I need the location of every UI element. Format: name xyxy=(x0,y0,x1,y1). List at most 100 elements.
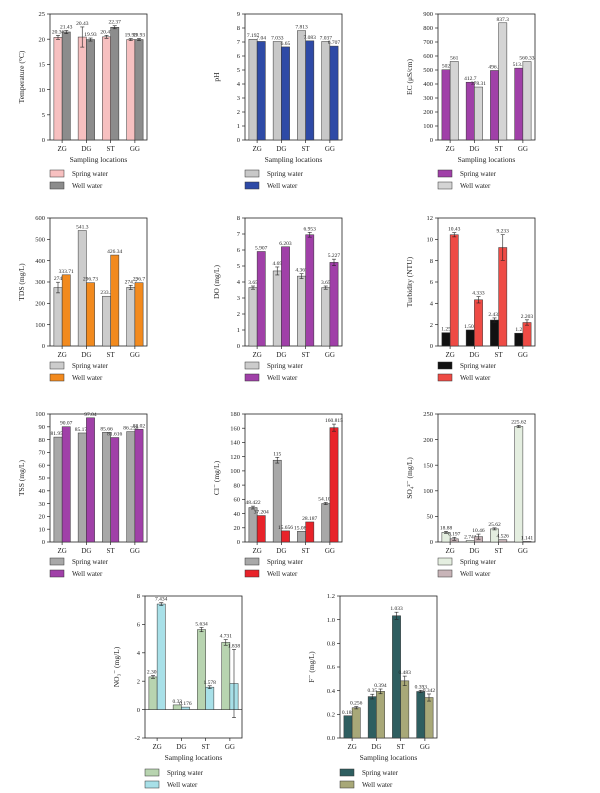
y-tick-label: 6 xyxy=(237,247,241,254)
x-tick-label: GG xyxy=(518,547,528,555)
x-tick-label: DG xyxy=(81,351,91,359)
y-tick-label: 700 xyxy=(423,39,433,46)
y-axis-label: DO (mg/L) xyxy=(212,265,221,299)
x-tick-label: GG xyxy=(325,351,335,359)
data-label: 2.301 xyxy=(147,670,160,676)
bar xyxy=(126,287,136,347)
y-tick-label: 25 xyxy=(39,11,46,18)
bar xyxy=(256,41,266,141)
data-label: 513.3 xyxy=(513,62,526,68)
bar xyxy=(77,36,87,141)
legend-label: Well water xyxy=(267,182,298,190)
legend-label: Well water xyxy=(72,182,103,190)
y-tick-label: 1 xyxy=(237,327,240,334)
data-label: 10.43 xyxy=(448,227,461,233)
y-tick-label: 0 xyxy=(137,707,140,714)
bar xyxy=(329,262,339,347)
data-label: 19.93 xyxy=(133,33,146,39)
x-tick-label: GG xyxy=(518,351,528,359)
legend-swatch xyxy=(244,557,260,566)
y-axis-label: pH xyxy=(212,72,221,82)
chart-cl: 0 20 40 60 80 100 120 140 160 180 Cl⁻ (mg/L) ZG 48.4… xyxy=(212,411,343,578)
data-label: 81.956 xyxy=(50,431,65,437)
y-axis-label: Cl⁻ (mg/L) xyxy=(212,460,221,495)
bar xyxy=(351,707,361,739)
bar xyxy=(522,541,532,543)
y-tick-label: 50 xyxy=(39,475,46,482)
bar xyxy=(474,86,483,141)
x-tick-label: ST xyxy=(107,145,116,153)
x-tick-label: ZG xyxy=(57,145,66,153)
bar xyxy=(197,629,206,710)
x-tick-label: ST xyxy=(495,547,504,555)
data-label: 333.71 xyxy=(59,269,74,275)
x-tick-label: ST xyxy=(302,351,311,359)
bar xyxy=(110,437,120,543)
data-label: 0.394 xyxy=(374,683,387,689)
y-axis-label: SO₄²⁻ (mg/L) xyxy=(405,457,414,499)
data-label: 5.634 xyxy=(195,621,208,627)
y-tick-label: 1.2 xyxy=(327,593,335,600)
bar xyxy=(102,432,111,543)
y-tick-label: -2 xyxy=(135,735,140,742)
y-tick-label: 20 xyxy=(39,514,46,521)
data-label: 20.47 xyxy=(100,29,113,35)
bar xyxy=(514,332,524,347)
legend-swatch xyxy=(144,780,160,789)
data-label: 296.7 xyxy=(133,277,146,283)
y-tick-label: 2 xyxy=(237,109,240,116)
bar xyxy=(416,691,426,739)
bar xyxy=(272,41,282,141)
data-label: 37.204 xyxy=(254,510,269,516)
data-label: 3.65 xyxy=(248,280,258,286)
y-tick-label: 4 xyxy=(137,650,141,657)
data-label: 5.227 xyxy=(328,253,341,259)
data-label: 7.033 xyxy=(271,36,284,42)
bar xyxy=(465,81,475,141)
data-label: 4.367 xyxy=(295,268,308,274)
y-tick-label: 100 xyxy=(423,488,433,495)
bar xyxy=(465,329,475,347)
plot-frame xyxy=(144,595,243,739)
x-tick-label: DG xyxy=(81,547,91,555)
x-tick-label: DG xyxy=(81,145,91,153)
y-tick-label: 3 xyxy=(237,95,240,102)
data-label: 4.526 xyxy=(497,534,510,540)
y-tick-label: 60 xyxy=(234,497,241,504)
x-tick-label: ST xyxy=(107,351,116,359)
y-axis-label: F⁻ (mg/L) xyxy=(307,651,316,683)
y-tick-label: 20 xyxy=(234,525,241,532)
legend-swatch xyxy=(437,169,453,178)
x-tick-label: ZG xyxy=(152,743,161,751)
y-tick-label: 0 xyxy=(430,343,433,350)
x-tick-label: ZG xyxy=(252,547,261,555)
bar xyxy=(305,40,315,141)
y-tick-label: 80 xyxy=(39,437,46,444)
legend-swatch xyxy=(437,361,453,370)
legend-swatch xyxy=(244,373,260,382)
data-label: 7.197 xyxy=(247,33,260,39)
chart-so4: 0 50 100 150 200 250 SO₄²⁻ (mg/L) ZG 18.886.197 D… xyxy=(405,411,536,578)
y-tick-label: 4 xyxy=(237,279,241,286)
bar xyxy=(61,426,71,543)
y-tick-label: 150 xyxy=(423,462,433,469)
data-label: 1.2 xyxy=(515,327,522,333)
legend-label: Spring water xyxy=(267,558,304,566)
y-tick-label: 4 xyxy=(430,301,434,308)
data-label: 1.141 xyxy=(521,535,534,541)
x-tick-label: ST xyxy=(397,743,406,751)
data-label: 6.203 xyxy=(279,241,292,247)
y-tick-label: 7 xyxy=(237,39,241,46)
data-label: 20.36 xyxy=(52,29,65,35)
bar xyxy=(134,429,144,543)
bar xyxy=(305,521,315,543)
data-label: 412.7 xyxy=(464,76,477,82)
x-tick-label: ZG xyxy=(252,351,261,359)
data-label: 0.176 xyxy=(179,701,192,707)
bar xyxy=(514,426,524,543)
y-tick-label: 100 xyxy=(35,411,45,418)
x-tick-label: DG xyxy=(469,547,479,555)
data-label: 18.88 xyxy=(440,525,453,531)
bar xyxy=(156,603,166,710)
legend-label: Spring water xyxy=(167,769,204,777)
